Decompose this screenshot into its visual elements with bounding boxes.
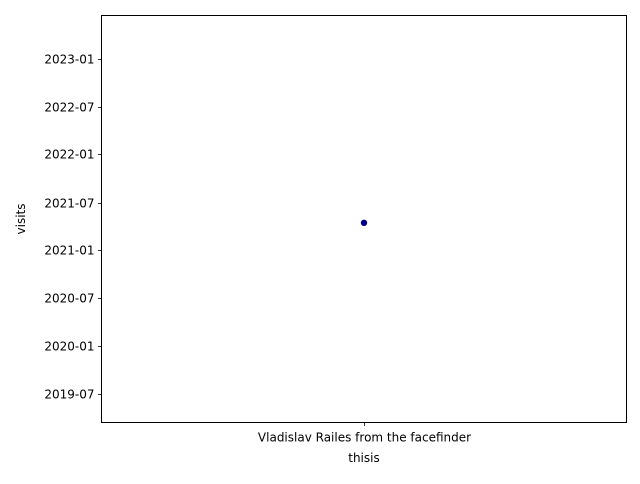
data-point [360,219,368,227]
y-tick-label: 2021-01 [44,244,94,258]
x-axis-label: thisis [348,451,379,465]
y-axis-label: visits [14,204,28,235]
y-tick-label: 2023-01 [44,53,94,67]
y-tick-label: 2021-07 [44,197,94,211]
x-tick-label: Vladislav Railes from the facefinder [258,431,471,445]
x-axis-ticks: Vladislav Railes from the facefinder [258,422,471,445]
data-points [360,219,368,227]
y-axis-ticks: 2019-07 2020-01 2020-07 2021-01 2021-07 2022-… [44,53,102,402]
y-tick-label: 2020-01 [44,340,94,354]
plot-area-frame [101,15,627,423]
y-tick-label: 2022-07 [44,101,94,115]
y-tick-label: 2019-07 [44,388,94,402]
y-tick-label: 2020-07 [44,292,94,306]
y-tick-label: 2022-01 [44,148,94,162]
